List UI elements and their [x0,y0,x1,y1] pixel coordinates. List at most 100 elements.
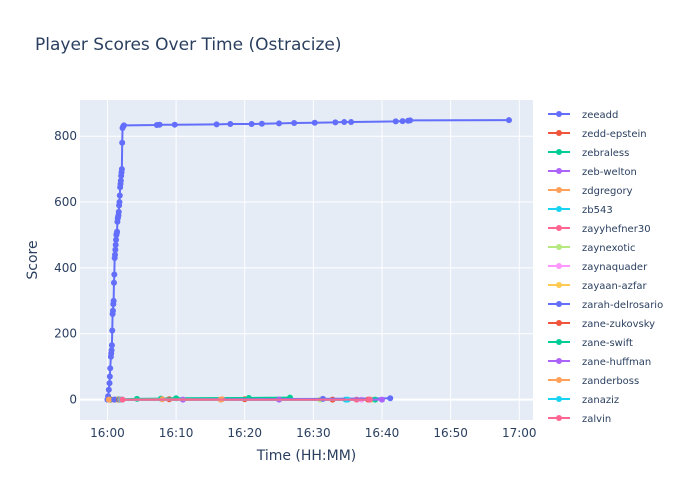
legend-marker [556,358,562,364]
data-point [106,380,113,387]
legend-item[interactable]: zb543 [548,205,613,216]
data-point [118,166,125,173]
legend-item[interactable]: zane-huffman [548,357,651,368]
data-point [276,120,283,127]
x-tick-label: 16:00 [90,426,125,440]
data-point [156,121,163,128]
legend-marker [556,244,562,250]
x-axis-ticks: 16:00 16:10 16:20 16:30 16:40 16:50 17:00 [90,426,536,440]
legend-item[interactable]: zebraless [548,148,629,159]
legend-label: zebraless [582,148,629,159]
x-tick-label: 16:40 [365,426,400,440]
y-tick-label: 400 [54,261,77,275]
legend-label: zane-zukovsky [582,319,655,330]
data-point [110,297,117,304]
data-point [105,386,112,393]
legend-label: zanderboss [582,376,639,387]
legend-marker [556,168,562,174]
data-point [171,121,178,128]
legend-marker [556,377,562,383]
y-tick-label: 600 [54,195,77,209]
legend-item[interactable]: zanderboss [548,376,639,387]
data-point [108,342,115,349]
legend-item[interactable]: zane-zukovsky [548,319,655,330]
legend-marker [556,149,562,155]
series-layer [104,117,512,403]
legend-marker [556,225,562,231]
data-point [227,121,234,128]
legend-label: zb543 [582,205,613,216]
data-point [291,120,298,127]
legend-marker [556,263,562,269]
data-point [379,396,385,403]
data-point [341,119,348,126]
legend-item[interactable]: zanaziz [548,395,619,406]
gridlines [80,100,533,420]
data-point [248,121,255,128]
y-axis-ticks: 0 200 400 600 800 [54,129,77,406]
legend-label: zeb-welton [582,167,637,178]
y-axis-title: Score [25,240,41,279]
data-point [109,307,116,314]
data-point [109,327,116,334]
legend-item[interactable]: zarah-delrosario [548,300,663,311]
legend-marker [556,320,562,326]
data-point [119,139,126,146]
y-tick-label: 200 [54,327,77,341]
legend-label: zedd-epstein [582,129,647,140]
data-point [505,117,512,124]
legend-item[interactable]: zayaan-azfar [548,281,648,292]
data-point [112,246,119,253]
legend-label: zalvin [582,414,611,425]
legend-item[interactable]: zeeadd [548,110,618,121]
data-point [108,347,115,354]
legend-item[interactable]: zaynexotic [548,243,636,254]
data-point [116,192,123,199]
data-point [366,396,373,403]
data-point [105,396,112,403]
legend[interactable]: zeeadd zedd-epstein zebraless zeb-welton zdg… [548,110,663,425]
legend-item[interactable]: zayyhefner30 [548,224,651,235]
data-point [106,373,113,380]
data-point [113,236,120,243]
legend-marker [556,130,562,136]
legend-marker [556,206,562,212]
data-point [119,396,126,403]
legend-label: zdgregory [582,186,633,197]
legend-marker [556,111,562,117]
data-point [399,118,406,125]
legend-marker [556,396,562,402]
legend-item[interactable]: zaynaquader [548,262,648,273]
x-tick-label: 16:50 [433,426,468,440]
x-tick-label: 16:20 [227,426,262,440]
data-point [392,118,399,125]
data-point [116,199,123,206]
legend-marker [556,282,562,288]
data-point [110,279,117,286]
series-zalvin [119,396,373,403]
legend-marker [556,415,562,421]
data-point [213,121,220,128]
data-point [115,208,122,215]
legend-label: zaynaquader [582,262,648,273]
legend-label: zaynexotic [582,243,636,254]
data-point [258,120,265,127]
legend-item[interactable]: zane-swift [548,338,633,349]
x-tick-label: 17:00 [502,426,537,440]
legend-marker [556,339,562,345]
series-zeeadd [104,117,512,403]
x-axis-title: Time (HH:MM) [256,448,357,464]
data-point [332,119,339,126]
data-point [407,117,414,124]
legend-item[interactable]: zedd-epstein [548,129,647,140]
legend-item[interactable]: zdgregory [548,186,633,197]
legend-marker [556,301,562,307]
data-point [112,241,119,248]
legend-label: zayaan-azfar [582,281,648,292]
data-point [107,365,114,372]
legend-item[interactable]: zeb-welton [548,167,637,178]
data-point [387,395,394,402]
legend-item[interactable]: zalvin [548,414,611,425]
legend-label: zane-huffman [582,357,651,368]
